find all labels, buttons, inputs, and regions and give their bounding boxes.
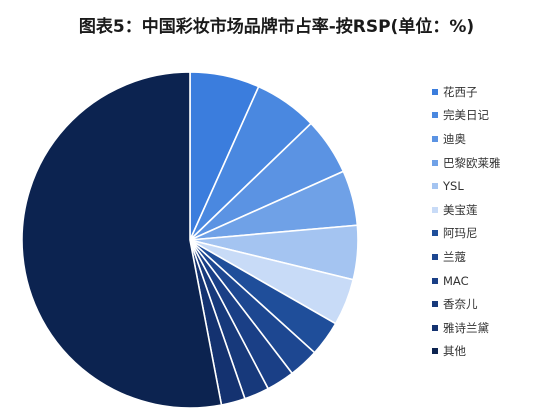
chart-legend: 花西子完美日记迪奥巴黎欧莱雅 YSL 美宝莲阿玛尼兰蔻 MAC 香奈儿雅诗兰黛其他 (432, 80, 501, 363)
legend-swatch (432, 301, 438, 308)
legend-label: 香奈儿 (443, 297, 478, 312)
legend-item: 巴黎欧莱雅 (432, 151, 501, 175)
legend-item: YSL (432, 174, 501, 198)
legend-swatch (432, 277, 438, 284)
legend-item: MAC (432, 269, 501, 293)
chart-title: 图表5：中国彩妆市场品牌市占率-按RSP(单位：%) (78, 17, 475, 37)
legend-label: YSL (443, 179, 464, 194)
legend-label: 迪奥 (443, 131, 466, 146)
legend-swatch (432, 206, 438, 213)
legend-swatch (432, 183, 438, 190)
legend-swatch (432, 348, 438, 355)
legend-label: 兰蔻 (443, 249, 466, 264)
legend-swatch (432, 135, 438, 142)
legend-swatch (432, 159, 438, 166)
legend-label: 雅诗兰黛 (443, 320, 489, 335)
legend-item: 阿玛尼 (432, 222, 501, 246)
legend-item: 其他 (432, 340, 501, 364)
legend-label: MAC (443, 273, 469, 288)
legend-label: 巴黎欧莱雅 (443, 155, 501, 170)
legend-swatch (432, 324, 438, 331)
legend-label: 完美日记 (443, 108, 489, 123)
legend-item: 完美日记 (432, 104, 501, 128)
legend-swatch (432, 253, 438, 260)
legend-item: 花西子 (432, 80, 501, 104)
legend-swatch (432, 112, 438, 119)
legend-item: 香奈儿 (432, 292, 501, 316)
legend-label: 阿玛尼 (443, 226, 478, 241)
legend-label: 美宝莲 (443, 202, 478, 217)
legend-item: 雅诗兰黛 (432, 316, 501, 340)
legend-swatch (432, 88, 438, 95)
legend-item: 迪奥 (432, 127, 501, 151)
legend-label: 花西子 (443, 84, 478, 99)
legend-swatch (432, 230, 438, 237)
legend-label: 其他 (443, 344, 466, 359)
legend-item: 兰蔻 (432, 245, 501, 269)
legend-item: 美宝莲 (432, 198, 501, 222)
pie-slice-12 (21, 71, 223, 409)
